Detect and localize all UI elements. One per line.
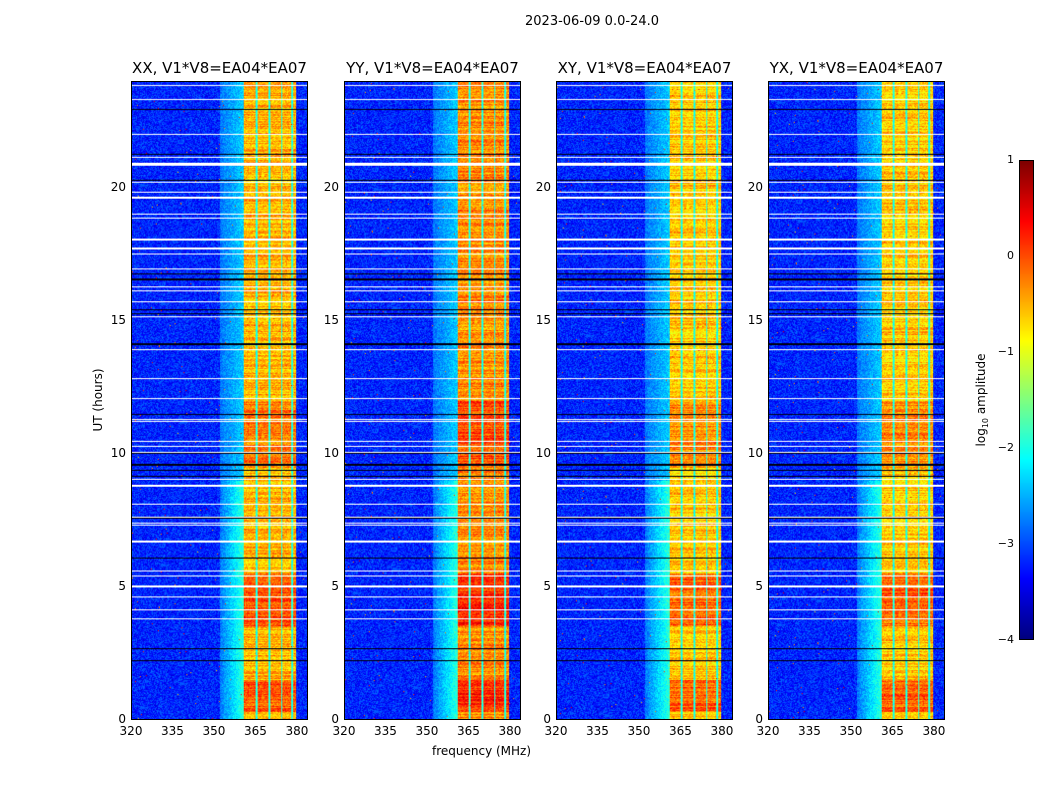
x-tick-label: 320 — [119, 724, 143, 738]
x-tick-label: 335 — [374, 724, 397, 738]
y-tick-label: 20 — [323, 179, 339, 194]
y-tick-label: 5 — [118, 578, 126, 593]
x-tick-label: 335 — [586, 724, 609, 738]
x-tick-label: 380 — [285, 724, 309, 738]
colorbar-tick-label: −2 — [997, 441, 1014, 454]
panel-title: YY, V1*V8=EA04*EA07 — [346, 59, 519, 77]
y-tick-label: 5 — [755, 578, 763, 593]
spectrogram-panel — [344, 81, 521, 720]
colorbar-tick-label: 0 — [1007, 249, 1014, 262]
spectrogram-heatmap — [557, 82, 732, 719]
x-tick-label: 365 — [669, 724, 692, 738]
x-tick-label: 320 — [756, 724, 780, 738]
spectrogram-heatmap — [769, 82, 944, 719]
x-tick-label: 365 — [457, 724, 480, 738]
colorbar-gradient — [1020, 161, 1033, 639]
colorbar-label-sub: 10 — [981, 417, 991, 429]
x-tick-label: 380 — [710, 724, 734, 738]
y-tick-label: 15 — [323, 312, 339, 327]
y-tick-label: 10 — [747, 445, 763, 460]
x-axis-label: frequency (MHz) — [432, 744, 532, 758]
x-tick-label: 380 — [922, 724, 946, 738]
y-tick-label: 0 — [755, 712, 763, 726]
colorbar-tick-label: −3 — [997, 537, 1014, 550]
colorbar-label: log10 amplitude — [974, 354, 990, 447]
spectrogram-heatmap — [132, 82, 307, 719]
y-tick-label: 0 — [331, 712, 339, 726]
colorbar-label-rest: amplitude — [973, 353, 988, 418]
spectrogram-panel — [768, 81, 945, 720]
spectrogram-panel — [556, 81, 733, 720]
x-tick-label: 365 — [244, 724, 267, 738]
x-tick-label: 320 — [332, 724, 356, 738]
y-tick-label: 20 — [535, 179, 551, 194]
spectrogram-panel — [131, 81, 308, 720]
x-tick-label: 350 — [839, 724, 863, 738]
x-tick-label: 320 — [544, 724, 568, 738]
y-tick-label: 10 — [535, 445, 551, 460]
colorbar-tick-label: 1 — [1007, 153, 1014, 166]
y-tick-label: 0 — [118, 712, 126, 726]
x-tick-label: 365 — [881, 724, 904, 738]
y-tick-label: 10 — [110, 445, 126, 460]
y-tick-label: 15 — [110, 312, 126, 327]
x-tick-label: 335 — [798, 724, 821, 738]
x-tick-label: 350 — [202, 724, 226, 738]
y-tick-label: 5 — [543, 578, 551, 593]
y-tick-label: 15 — [747, 312, 763, 327]
x-tick-label: 350 — [627, 724, 651, 738]
figure-title: 2023-06-09 0.0-24.0 — [525, 14, 659, 29]
panel-title: YX, V1*V8=EA04*EA07 — [769, 59, 944, 77]
colorbar-tick-label: −1 — [997, 345, 1014, 358]
spectrogram-heatmap — [345, 82, 520, 719]
colorbar-label-log: log — [973, 428, 988, 447]
panel-title: XY, V1*V8=EA04*EA07 — [557, 59, 732, 77]
y-tick-label: 20 — [110, 179, 126, 194]
colorbar — [1019, 160, 1034, 640]
y-tick-label: 5 — [331, 578, 339, 593]
y-tick-label: 0 — [543, 712, 551, 726]
y-tick-label: 20 — [747, 179, 763, 194]
x-tick-label: 380 — [498, 724, 522, 738]
x-tick-label: 350 — [415, 724, 439, 738]
y-axis-label: UT (hours) — [91, 368, 105, 432]
x-tick-label: 335 — [161, 724, 184, 738]
y-tick-label: 15 — [535, 312, 551, 327]
y-tick-label: 10 — [323, 445, 339, 460]
colorbar-tick-label: −4 — [997, 633, 1014, 646]
panel-title: XX, V1*V8=EA04*EA07 — [132, 59, 307, 77]
